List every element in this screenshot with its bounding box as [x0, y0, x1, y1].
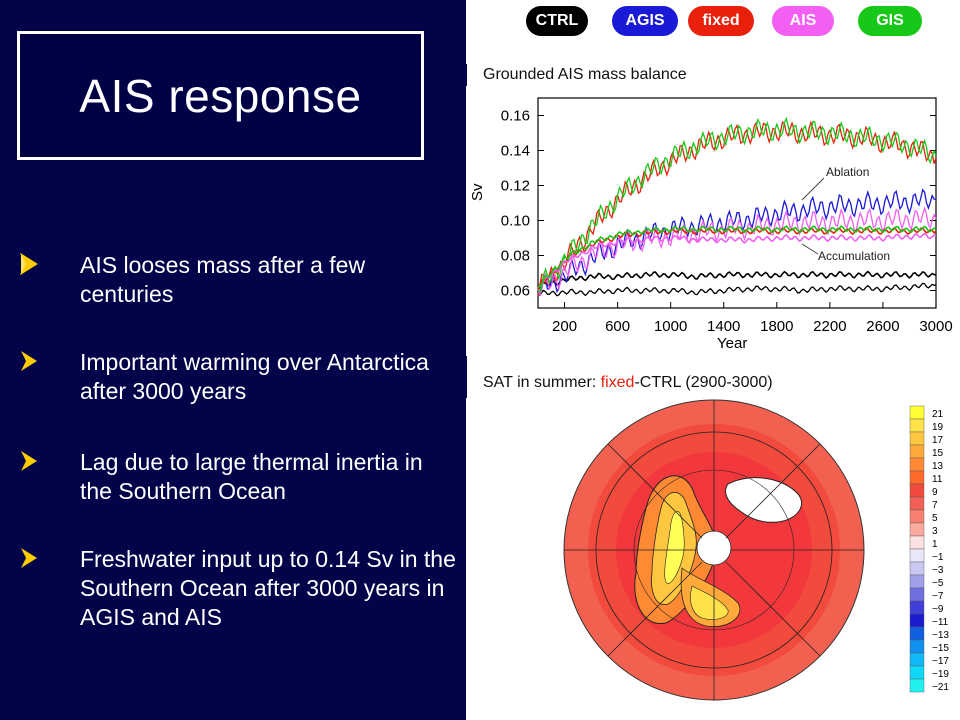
series-line-gis-ablation: [537, 116, 937, 295]
series-line-gis-accumulation: [537, 225, 937, 288]
plot-area: 0.06 0.08 0.10 0.12 0.14 0.16 200 600 1000 1400 18…: [469, 97, 953, 352]
y-tick-label: 0.10: [501, 213, 530, 230]
colorbar-label: −3: [932, 565, 944, 576]
series-line-ais-accumulation: [538, 232, 937, 288]
colorbar-swatch: [909, 444, 925, 459]
series-line-ctrl-ablation: [537, 282, 937, 297]
colorbar-swatch: [909, 418, 925, 433]
x-tick-label: 2200: [813, 318, 846, 335]
colorbar-swatch: [909, 457, 925, 472]
colorbar-swatch: [909, 665, 925, 680]
plot-frame: [537, 97, 937, 309]
colorbar-swatch: [909, 574, 925, 589]
top-chart-caption: Grounded AIS mass balance: [483, 66, 687, 83]
colorbar-label: −9: [932, 604, 944, 615]
colorbar-swatch: [909, 613, 925, 628]
colorbar-swatch: [909, 405, 925, 420]
colorbar-swatch: [909, 496, 925, 511]
colorbar-label: 3: [932, 526, 938, 537]
arrow-bullet-icon: [20, 253, 38, 275]
colorbar-swatch: [909, 587, 925, 602]
accumulation-pointer: [801, 243, 819, 255]
colorbar-swatch: [909, 639, 925, 654]
bullet-text: Freshwater input up to 0.14 Sv in the So…: [80, 546, 456, 630]
left-panel: AIS response AIS looses mass after a few…: [0, 0, 467, 720]
colorbar-label: −7: [932, 591, 944, 602]
y-tick-label: 0.08: [501, 248, 530, 265]
colorbar-label: 17: [932, 435, 944, 446]
colorbar-label: −15: [932, 643, 949, 654]
colorbar-swatch: [909, 678, 925, 693]
x-tick-label: 200: [552, 318, 577, 335]
legend-ctrl: CTRL: [526, 6, 588, 36]
sat-map: 21 19 17 15 13 11 9 7 5 3 1 −1 −3 −5 −7 −9 −11 −13 −15 −17 −…: [466, 398, 960, 720]
colorbar-swatch: [909, 483, 925, 498]
colorbar-label: 11: [932, 474, 943, 485]
colorbar-label: −21: [932, 682, 949, 693]
colorbar-swatch: [909, 431, 925, 446]
legend-fixed: fixed: [688, 6, 754, 36]
colorbar-label: −19: [932, 669, 949, 680]
bullet-text: Important warming over Antarctica after …: [80, 349, 429, 404]
ablation-pointer: [801, 177, 825, 201]
bullet-text: Lag due to large thermal inertia in the …: [80, 449, 423, 504]
mass-balance-chart: 0.06 0.08 0.10 0.12 0.14 0.16 200 600 1000 1400 18…: [466, 86, 960, 356]
y-tick-label: 0.12: [501, 178, 530, 195]
x-tick-label: 600: [605, 318, 630, 335]
colorbar-label: 1: [932, 539, 938, 550]
y-tick-label: 0.14: [501, 143, 530, 160]
legend-gis: GIS: [858, 6, 922, 36]
colorbar-swatch: [909, 600, 925, 615]
colorbar-swatch: [909, 548, 925, 563]
colorbar-label: 19: [932, 422, 944, 433]
title-box: AIS response: [17, 31, 424, 160]
x-tick-label: 3000: [919, 318, 952, 335]
arrow-bullet-icon: [21, 351, 37, 371]
legend-ais: AIS: [772, 6, 834, 36]
y-tick-label: 0.06: [501, 283, 530, 300]
polar-map: [563, 399, 865, 701]
colorbar-swatch: [909, 522, 925, 537]
colorbar-swatch: [909, 509, 925, 524]
colorbar-label: 7: [932, 500, 938, 511]
slide-title: AIS response: [79, 69, 362, 122]
arrow-bullet-icon: [21, 451, 37, 471]
colorbar-label: 21: [932, 409, 944, 420]
colorbar-swatch: [909, 535, 925, 550]
colorbar-label: −1: [932, 552, 944, 563]
x-tick-label: 1400: [707, 318, 740, 335]
bullet-text: AIS looses mass after a few centuries: [80, 252, 366, 307]
colorbar-label: 9: [932, 487, 938, 498]
arrow-bullet-icon: [21, 548, 37, 568]
colorbar-swatch: [909, 652, 925, 667]
colorbar-label: −17: [932, 656, 949, 667]
x-tick-label: 1000: [654, 318, 687, 335]
colorbar-swatch: [909, 561, 925, 576]
colorbar: 21 19 17 15 13 11 9 7 5 3 1 −1 −3 −5 −7 −9 −11 −13 −15 −17 −…: [909, 405, 949, 693]
colorbar-label: −13: [932, 630, 949, 641]
ablation-label: Ablation: [826, 165, 869, 179]
accumulation-label: Accumulation: [818, 249, 890, 263]
colorbar-swatch: [909, 626, 925, 641]
y-axis-label: Sv: [469, 183, 486, 201]
colorbar-label: −5: [932, 578, 944, 589]
colorbar-label: 15: [932, 448, 944, 459]
x-tick-label: 1800: [760, 318, 793, 335]
x-axis-label: Year: [717, 335, 747, 352]
legend: CTRL AGIS fixed AIS GIS: [466, 0, 960, 64]
colorbar-swatch: [909, 470, 925, 485]
series-line-agis-ablation: [537, 188, 937, 297]
y-tick-label: 0.16: [501, 108, 530, 125]
legend-agis: AGIS: [612, 6, 678, 36]
x-tick-label: 2600: [866, 318, 899, 335]
bottom-chart-caption: SAT in summer: fixed-CTRL (2900-3000): [483, 374, 773, 391]
colorbar-label: 13: [932, 461, 944, 472]
series-line-ctrl-accumulation: [537, 270, 937, 290]
colorbar-label: −11: [932, 617, 949, 628]
colorbar-label: 5: [932, 513, 938, 524]
